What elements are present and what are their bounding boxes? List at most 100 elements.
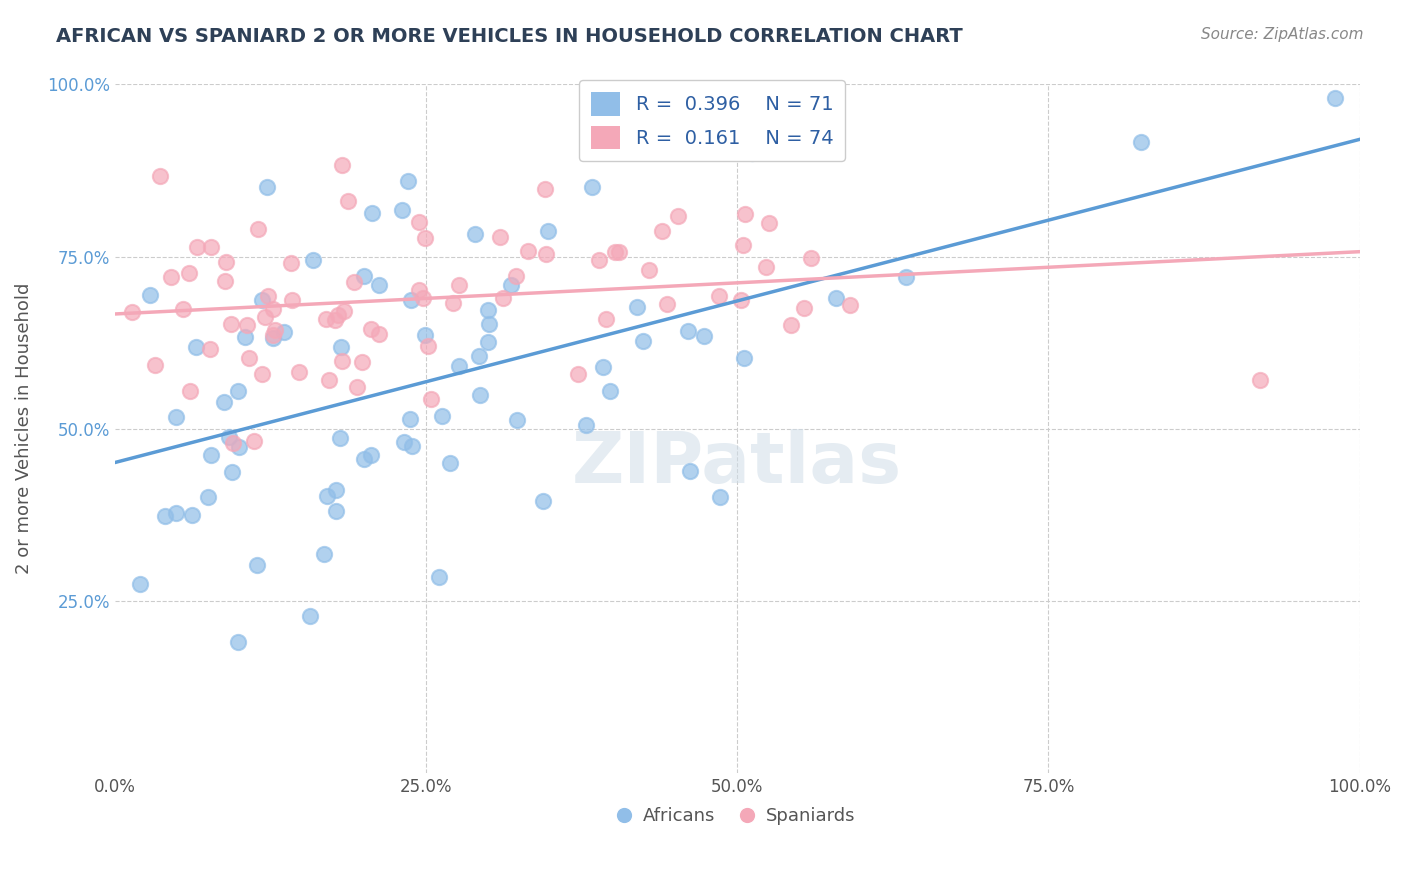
Point — [325, 504, 347, 518]
Point — [468, 349, 491, 363]
Point — [318, 373, 340, 387]
Point — [221, 435, 243, 450]
Point — [430, 409, 453, 424]
Point — [149, 169, 172, 183]
Point — [396, 174, 419, 188]
Point — [330, 340, 353, 354]
Point — [733, 351, 755, 365]
Point — [478, 317, 501, 331]
Point — [755, 260, 778, 275]
Legend: Africans, Spaniards: Africans, Spaniards — [612, 800, 862, 832]
Point — [492, 291, 515, 305]
Point — [329, 431, 352, 445]
Point — [531, 494, 554, 508]
Point — [330, 158, 353, 172]
Text: Source: ZipAtlas.com: Source: ZipAtlas.com — [1201, 27, 1364, 42]
Point — [186, 240, 208, 254]
Point — [678, 464, 700, 478]
Point — [160, 270, 183, 285]
Point — [588, 252, 610, 267]
Point — [408, 215, 430, 229]
Point — [516, 244, 538, 259]
Point — [247, 222, 270, 236]
Point — [367, 278, 389, 293]
Point — [399, 293, 422, 307]
Point — [280, 255, 302, 269]
Point — [257, 289, 280, 303]
Point — [301, 253, 323, 268]
Point — [361, 206, 384, 220]
Point — [412, 291, 434, 305]
Text: AFRICAN VS SPANIARD 2 OR MORE VEHICLES IN HOUSEHOLD CORRELATION CHART: AFRICAN VS SPANIARD 2 OR MORE VEHICLES I… — [56, 27, 963, 45]
Point — [368, 327, 391, 342]
Point — [394, 434, 416, 449]
Point — [315, 312, 337, 326]
Point — [447, 277, 470, 292]
Point — [607, 244, 630, 259]
Point — [734, 207, 756, 221]
Point — [441, 296, 464, 310]
Point — [165, 506, 187, 520]
Point — [592, 359, 614, 374]
Y-axis label: 2 or more Vehicles in Household: 2 or more Vehicles in Household — [15, 283, 32, 574]
Point — [184, 340, 207, 354]
Point — [427, 569, 450, 583]
Point — [581, 180, 603, 194]
Point — [595, 312, 617, 326]
Point — [730, 293, 752, 307]
Point — [219, 317, 242, 331]
Point — [1249, 373, 1271, 387]
Point — [238, 351, 260, 366]
Point — [215, 255, 238, 269]
Point — [288, 365, 311, 379]
Point — [709, 490, 731, 504]
Point — [780, 318, 803, 333]
Point — [299, 609, 322, 624]
Point — [439, 456, 461, 470]
Point — [236, 318, 259, 332]
Point — [262, 301, 284, 316]
Point — [838, 298, 860, 312]
Point — [477, 303, 499, 318]
Point — [709, 289, 731, 303]
Point — [499, 277, 522, 292]
Point — [693, 329, 716, 343]
Point — [332, 354, 354, 368]
Point — [360, 322, 382, 336]
Point — [273, 325, 295, 339]
Point — [464, 227, 486, 241]
Point — [197, 490, 219, 504]
Point — [603, 245, 626, 260]
Point — [1323, 91, 1346, 105]
Point — [1130, 135, 1153, 149]
Point — [413, 328, 436, 343]
Point — [262, 331, 284, 345]
Point — [323, 313, 346, 327]
Point — [360, 448, 382, 462]
Point — [477, 335, 499, 350]
Point — [408, 283, 430, 297]
Point — [633, 334, 655, 348]
Point — [637, 262, 659, 277]
Point — [419, 392, 441, 406]
Point — [343, 275, 366, 289]
Point — [505, 268, 527, 283]
Point — [316, 489, 339, 503]
Point — [758, 216, 780, 230]
Point — [894, 269, 917, 284]
Point — [243, 434, 266, 448]
Point — [250, 293, 273, 307]
Point — [352, 354, 374, 368]
Point — [506, 413, 529, 427]
Point — [262, 327, 284, 342]
Point — [143, 358, 166, 372]
Point — [536, 247, 558, 261]
Point — [212, 394, 235, 409]
Point — [626, 300, 648, 314]
Point — [353, 269, 375, 284]
Point — [218, 430, 240, 444]
Point — [401, 439, 423, 453]
Point — [418, 339, 440, 353]
Point — [567, 367, 589, 381]
Point — [226, 384, 249, 398]
